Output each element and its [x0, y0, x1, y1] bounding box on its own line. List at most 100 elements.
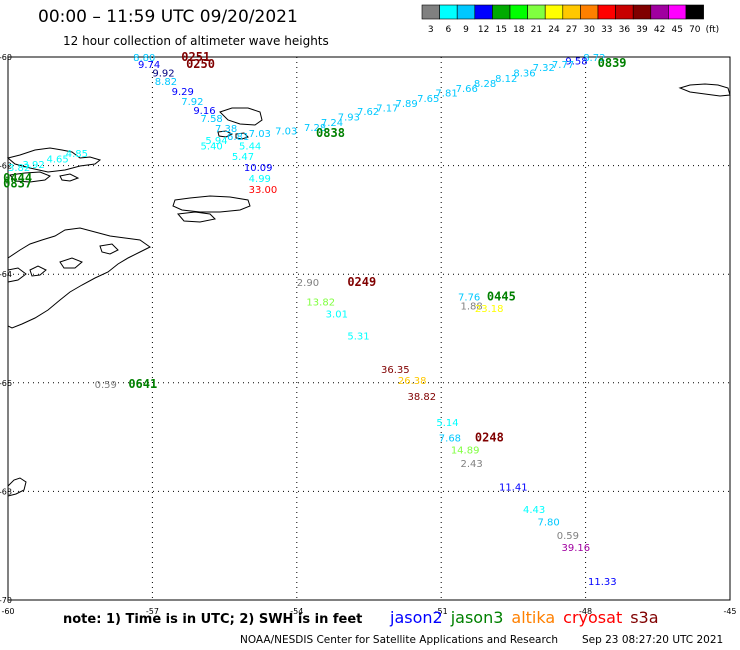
- color-swatch-label: 3: [428, 25, 434, 35]
- wave-height-label: 0.59: [557, 531, 579, 542]
- wave-height-label: 9.29: [172, 87, 194, 98]
- color-swatch-label: 70: [689, 25, 701, 35]
- wave-height-label: 8.36: [513, 69, 535, 80]
- satellite-legend: jason2 jason3 altika cryosat s3a: [390, 608, 667, 627]
- wave-height-label: 7.68: [439, 433, 461, 444]
- color-swatch: [474, 4, 493, 20]
- color-swatch-label: 45: [671, 25, 682, 35]
- color-swatch: [527, 4, 546, 20]
- wave-height-label: 8.82: [155, 77, 177, 88]
- wave-height-label: 8.28: [474, 79, 496, 90]
- unit-label: (ft): [706, 25, 720, 35]
- wave-height-label: 7.62: [357, 107, 379, 118]
- wave-height-label: 7.58: [201, 114, 223, 125]
- wave-height-label: 8.72: [583, 53, 605, 64]
- wave-height-label: 7.65: [417, 94, 439, 105]
- wave-height-label: 7.77: [552, 60, 574, 71]
- wave-height-label: 7.81: [435, 89, 457, 100]
- wave-height-label: 5.47: [232, 152, 254, 163]
- wave-height-label: 8.80: [133, 53, 155, 64]
- axis-tick-labels: -60 -57 -54 -51 -48 -45 -60 -62 -64 -66 -68 -70: [0, 53, 737, 616]
- wave-height-label: 5.40: [201, 141, 223, 152]
- lon-tick-label: -60: [1, 607, 14, 616]
- wave-height-label: 2.90: [297, 278, 319, 289]
- satellite-s3a: s3a: [630, 608, 659, 627]
- color-swatch: [421, 4, 440, 20]
- pass-time-label: 0839: [598, 56, 627, 70]
- wave-height-label: 2.43: [460, 459, 482, 470]
- wave-height-label: 7.76: [458, 292, 480, 303]
- satellite-jason3: jason3: [450, 608, 504, 627]
- wave-height-label: 7.17: [376, 103, 398, 114]
- pass-time-label: 0444: [3, 171, 32, 185]
- wave-height-label: 7.92: [181, 97, 203, 108]
- lat-tick-label: -66: [0, 379, 12, 388]
- wave-height-label: 7.93: [338, 113, 360, 124]
- pass-time-label: 0641: [128, 377, 157, 391]
- lat-tick-label: -64: [0, 270, 12, 279]
- wave-height-label: 1.88: [460, 301, 482, 312]
- color-swatch: [492, 4, 511, 20]
- color-swatch-label: 33: [601, 25, 612, 35]
- pass-time-label: 0250: [186, 57, 215, 71]
- wave-height-label: 23.18: [475, 304, 504, 315]
- color-swatch-label: 12: [478, 25, 489, 35]
- color-swatch-label: 42: [654, 25, 665, 35]
- wave-height-label: 5.14: [436, 418, 458, 429]
- lon-tick-label: -51: [435, 607, 448, 616]
- wave-height-label: 26.38: [398, 376, 427, 387]
- wave-height-label: 6.81: [227, 132, 249, 143]
- wave-height-label: 9.16: [193, 106, 215, 117]
- wave-height-values: 8.729.587.777.328.368.128.287.667.817.65…: [8, 53, 617, 588]
- wave-height-label: 13.82: [306, 298, 335, 309]
- color-swatch: [597, 4, 616, 20]
- color-swatch: [668, 4, 687, 20]
- wave-height-label: 3.92: [22, 160, 44, 171]
- wave-height-label: 7.38: [215, 124, 237, 135]
- wave-height-label: 7.66: [456, 84, 478, 95]
- lat-tick-label: -68: [0, 487, 12, 496]
- footer-note: note: 1) Time is in UTC; 2) SWH is in fe…: [63, 612, 363, 627]
- wave-height-label: 3.01: [326, 310, 348, 321]
- color-swatch: [562, 4, 581, 20]
- color-swatch: [685, 4, 704, 20]
- satellite-jason2: jason2: [390, 608, 443, 627]
- pass-time-label: 0249: [347, 275, 376, 289]
- wave-height-label: 38.82: [408, 392, 437, 403]
- wave-height-label: 7.03: [275, 127, 297, 138]
- wave-height-label: 39.16: [562, 543, 591, 554]
- satellite-cryosat: cryosat: [563, 608, 623, 627]
- lon-tick-label: -48: [579, 607, 592, 616]
- color-swatch: [456, 4, 476, 20]
- coastline: [6, 83, 731, 497]
- generation-timestamp: Sep 23 08:27:20 UTC 2021: [582, 634, 724, 646]
- wave-height-label: 9.74: [138, 60, 160, 71]
- wave-height-label: 5.44: [239, 141, 261, 152]
- pass-time-label: 0837: [3, 176, 32, 190]
- lon-tick-label: -57: [146, 607, 159, 616]
- wave-height-label: 8.12: [495, 74, 517, 85]
- wave-height-label: 11.33: [588, 577, 617, 588]
- pass-time-label: 0251: [181, 50, 210, 64]
- color-swatch: [632, 4, 652, 20]
- wave-height-label: 9.92: [152, 69, 174, 80]
- wave-height-label: 7.03: [249, 129, 271, 140]
- graticule: [8, 57, 730, 601]
- credit-line: NOAA/NESDIS Center for Satellite Applica…: [240, 634, 558, 646]
- color-swatch: [439, 4, 458, 20]
- wave-height-label: 11.41: [499, 482, 528, 493]
- wave-height-label: 7.24: [321, 118, 343, 129]
- wave-height-label: 4.99: [249, 174, 271, 185]
- wave-height-label: 36.35: [381, 365, 410, 376]
- wave-height-label: 7.80: [537, 518, 559, 529]
- wave-height-label: 7.89: [395, 99, 417, 110]
- wave-height-label: 9.58: [565, 57, 587, 68]
- map-subtitle: 12 hour collection of altimeter wave hei…: [63, 34, 329, 48]
- color-swatch: [509, 4, 528, 20]
- wave-height-label: 0.59: [95, 380, 117, 391]
- lat-tick-label: -60: [0, 53, 12, 62]
- color-swatch-label: 6: [446, 25, 452, 35]
- lon-tick-label: -54: [290, 607, 303, 616]
